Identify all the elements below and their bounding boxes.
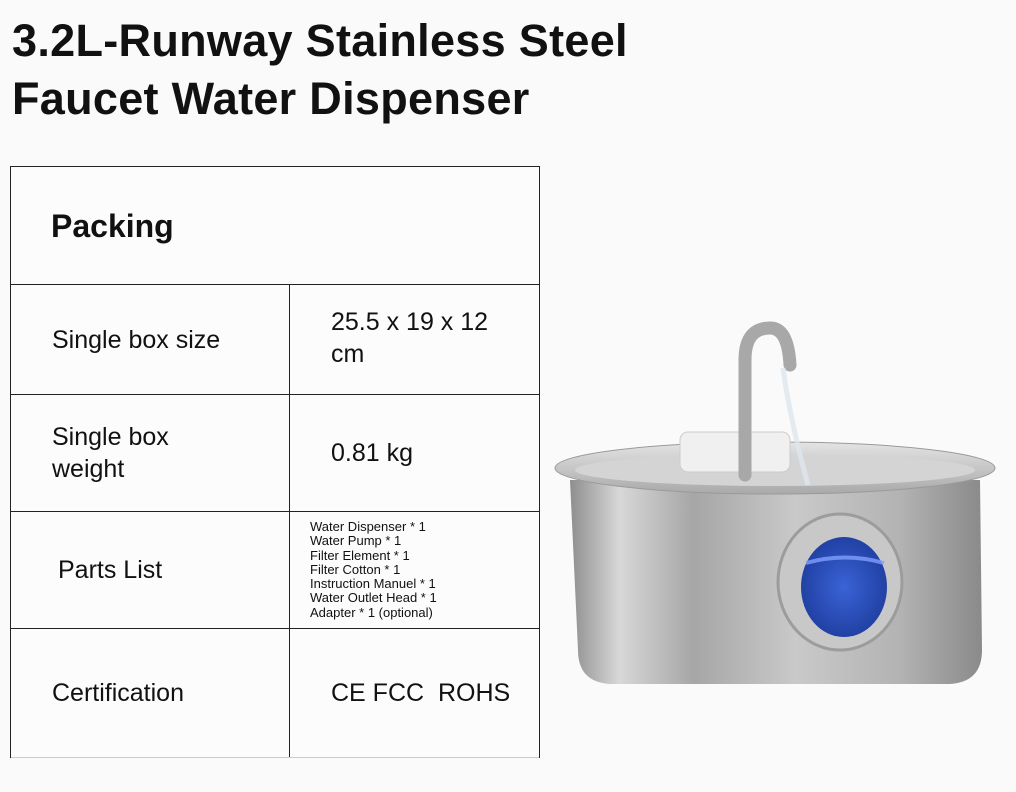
row-label: Certification (11, 629, 290, 757)
parts-list-item: Water Outlet Head * 1 (310, 590, 437, 606)
parts-list-item: Water Dispenser * 1 (310, 518, 426, 534)
row-value: CE FCC ROHS (331, 679, 511, 707)
row-label: Single box weight (11, 395, 290, 511)
row-value: 25.5 x 19 x 12 cm (290, 285, 539, 394)
table-row-certification: Certification CE FCC ROHS (11, 629, 539, 758)
box-size-value-line-2: cm (331, 339, 365, 368)
packing-spec-table: Packing Single box size 25.5 x 19 x 12 c… (10, 166, 540, 758)
weight-label-line-2: weight (52, 455, 125, 483)
weight-label-line-1: Single box (52, 423, 169, 451)
parts-list-item: Instruction Manuel * 1 (310, 576, 436, 592)
table-row-box-weight: Single box weight 0.81 kg (11, 395, 539, 512)
faucet-icon (738, 321, 811, 486)
box-size-value-line-1: 25.5 x 19 x 12 (331, 307, 489, 336)
title-line-2: Faucet Water Dispenser (12, 73, 530, 124)
parts-list-item: Adapter * 1 (optional) (310, 604, 433, 620)
table-heading-row: Packing (11, 167, 539, 285)
product-title: 3.2L-Runway Stainless Steel Faucet Water… (12, 12, 628, 128)
parts-list: Water Dispenser * 1 Water Pump * 1 Filte… (290, 512, 539, 628)
water-fountain-product-image (554, 321, 996, 684)
title-line-1: 3.2L-Runway Stainless Steel (12, 15, 628, 66)
row-label: Single box size (11, 285, 290, 394)
table-row-parts-list: Parts List Water Dispenser * 1 Water Pum… (11, 512, 539, 629)
table-row-box-size: Single box size 25.5 x 19 x 12 cm (11, 285, 539, 395)
parts-list-item: Water Pump * 1 (310, 533, 402, 549)
row-label: Parts List (11, 512, 290, 628)
parts-list-item: Filter Element * 1 (310, 547, 410, 563)
row-value: 0.81 kg (331, 439, 414, 467)
parts-list-item: Filter Cotton * 1 (310, 561, 401, 577)
table-heading: Packing (51, 207, 174, 244)
water-level-window (776, 512, 904, 652)
fountain-body (554, 431, 996, 684)
